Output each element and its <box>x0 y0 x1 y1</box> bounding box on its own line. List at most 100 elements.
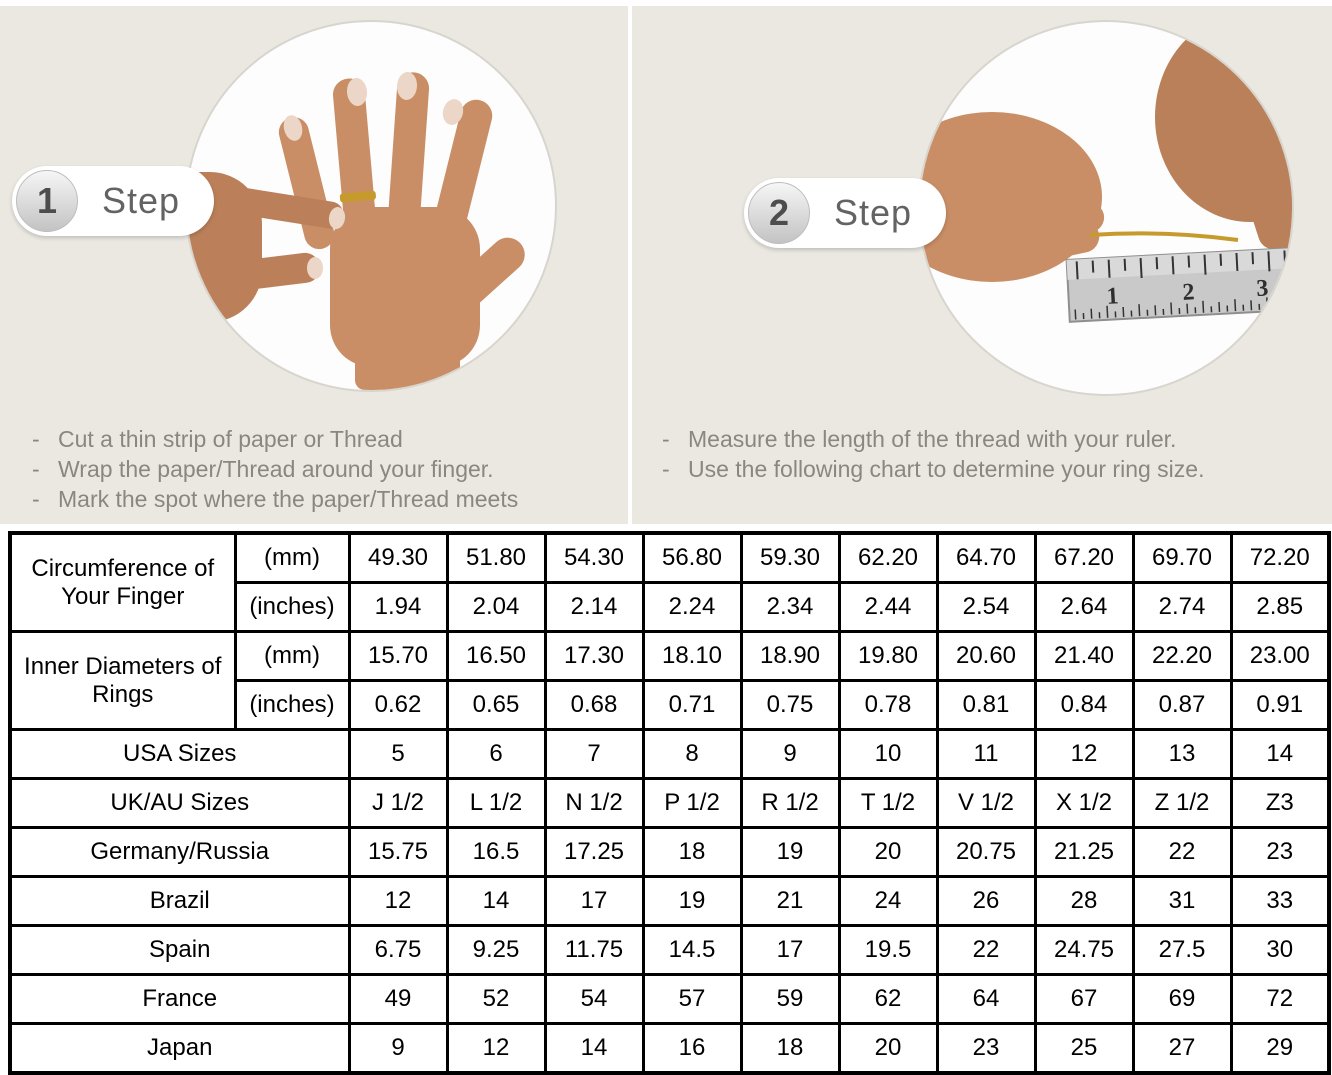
table-row: (inches) 0.62 0.65 0.68 0.71 0.75 0.78 0.81 0.84… <box>10 679 1331 731</box>
size-value-cell: 30 <box>1229 924 1331 976</box>
size-value-cell: 23 <box>935 1022 1037 1075</box>
instruction-line: - Use the following chart to determine y… <box>662 456 1205 482</box>
size-value-cell: 27 <box>1131 1022 1233 1075</box>
size-value-cell: 7 <box>543 728 645 780</box>
row-label: Spain <box>8 924 351 976</box>
size-value-cell: 2.14 <box>543 581 645 633</box>
size-value-cell: 23.00 <box>1229 630 1331 682</box>
size-value-cell: 19 <box>641 875 743 927</box>
size-value-cell: 25 <box>1033 1022 1135 1075</box>
step2-badge: 2 Step <box>744 178 947 248</box>
hand-with-ring-illustration <box>187 72 525 390</box>
size-value-cell: 23 <box>1229 826 1331 878</box>
size-value-cell: 2.34 <box>739 581 841 633</box>
size-value-cell: 24 <box>837 875 939 927</box>
ruler-number: 2 <box>1182 279 1195 306</box>
size-value-cell: 57 <box>641 973 743 1025</box>
size-value-cell: 0.68 <box>543 679 645 731</box>
size-value-cell: 14.5 <box>641 924 743 976</box>
size-value-cell: 22 <box>935 924 1037 976</box>
size-value-cell: X 1/2 <box>1033 777 1135 829</box>
size-value-cell: 22.20 <box>1131 630 1233 682</box>
size-value-cell: 6.75 <box>347 924 449 976</box>
size-value-cell: Z 1/2 <box>1131 777 1233 829</box>
size-value-cell: 56.80 <box>641 531 743 584</box>
size-value-cell: 18 <box>739 1022 841 1075</box>
size-value-cell: 20 <box>837 826 939 878</box>
size-value-cell: 17.30 <box>543 630 645 682</box>
size-value-cell: L 1/2 <box>445 777 547 829</box>
instruction-line: - Measure the length of the thread with … <box>662 426 1177 452</box>
ruler-number: 3 <box>1256 275 1269 302</box>
size-value-cell: 18.10 <box>641 630 743 682</box>
ring-size-table-body: Circumference of Your Finger (mm) 49.30 51.… <box>8 531 1331 1075</box>
size-value-cell: 20 <box>837 1022 939 1075</box>
size-value-cell: 19.5 <box>837 924 939 976</box>
size-value-cell: 11.75 <box>543 924 645 976</box>
size-value-cell: 11 <box>935 728 1037 780</box>
row-label: Inner Diameters of Rings <box>8 630 237 731</box>
size-value-cell: 16.50 <box>445 630 547 682</box>
size-value-cell: 17 <box>543 875 645 927</box>
size-value-cell: 27.5 <box>1131 924 1233 976</box>
step1-number: 1 <box>16 170 78 232</box>
size-value-cell: 1.94 <box>347 581 449 633</box>
size-value-cell: 26 <box>935 875 1037 927</box>
size-value-cell: 62.20 <box>837 531 939 584</box>
unit-label: (mm) <box>233 531 351 584</box>
size-value-cell: 2.24 <box>641 581 743 633</box>
size-value-cell: 69.70 <box>1131 531 1233 584</box>
size-value-cell: 14 <box>445 875 547 927</box>
unit-label: (mm) <box>233 630 351 682</box>
gold-ring-icon <box>339 190 376 203</box>
size-value-cell: 33 <box>1229 875 1331 927</box>
size-value-cell: 12 <box>347 875 449 927</box>
size-value-cell: 0.91 <box>1229 679 1331 731</box>
size-value-cell: 18 <box>641 826 743 878</box>
size-value-cell: 64.70 <box>935 531 1037 584</box>
size-value-cell: 59.30 <box>739 531 841 584</box>
size-value-cell: 2.74 <box>1131 581 1233 633</box>
size-value-cell: 51.80 <box>445 531 547 584</box>
size-value-cell: 16.5 <box>445 826 547 878</box>
size-value-cell: N 1/2 <box>543 777 645 829</box>
instruction-line: - Cut a thin strip of paper or Thread <box>32 426 403 452</box>
row-label: Circumference of Your Finger <box>8 531 237 633</box>
step1-label: Step <box>102 180 181 221</box>
size-value-cell: 67 <box>1033 973 1135 1025</box>
size-value-cell: 0.62 <box>347 679 449 731</box>
size-value-cell: 15.75 <box>347 826 449 878</box>
size-value-cell: 72.20 <box>1229 531 1331 584</box>
size-value-cell: 14 <box>543 1022 645 1075</box>
size-value-cell: 69 <box>1131 973 1233 1025</box>
gold-thread-icon <box>1089 231 1239 242</box>
size-value-cell: 0.81 <box>935 679 1037 731</box>
size-value-cell: 17 <box>739 924 841 976</box>
size-value-cell: J 1/2 <box>347 777 449 829</box>
size-value-cell: 59 <box>739 973 841 1025</box>
size-chart-section: Circumference of Your Finger (mm) 49.30 51.… <box>8 531 1331 1075</box>
table-row: Japan 9 12 14 16 18 20 23 25 27 29 <box>8 1022 1331 1075</box>
size-value-cell: 49.30 <box>347 531 449 584</box>
size-value-cell: 2.64 <box>1033 581 1135 633</box>
size-value-cell: 17.25 <box>543 826 645 878</box>
size-value-cell: 8 <box>641 728 743 780</box>
instruction-line: - Mark the spot where the paper/Thread m… <box>32 486 519 512</box>
table-row: (inches) 1.94 2.04 2.14 2.24 2.34 2.44 2.54 2.64… <box>10 581 1331 633</box>
size-value-cell: 0.71 <box>641 679 743 731</box>
size-value-cell: 24.75 <box>1033 924 1135 976</box>
size-value-cell: 72 <box>1229 973 1331 1025</box>
size-value-cell: R 1/2 <box>739 777 841 829</box>
size-value-cell: 2.04 <box>445 581 547 633</box>
table-row: France 49 52 54 57 59 62 64 67 69 72 <box>8 973 1331 1025</box>
step2-number: 2 <box>748 182 810 244</box>
size-value-cell: 20.75 <box>935 826 1037 878</box>
row-label: France <box>8 973 351 1025</box>
size-value-cell: 2.54 <box>935 581 1037 633</box>
instruction-line: - Wrap the paper/Thread around your fing… <box>32 456 494 482</box>
size-value-cell: 5 <box>347 728 449 780</box>
table-row: UK/AU Sizes J 1/2 L 1/2 N 1/2 P 1/2 R 1/2 T 1/… <box>8 777 1331 829</box>
size-value-cell: 62 <box>837 973 939 1025</box>
size-value-cell: 12 <box>445 1022 547 1075</box>
size-value-cell: 15.70 <box>347 630 449 682</box>
